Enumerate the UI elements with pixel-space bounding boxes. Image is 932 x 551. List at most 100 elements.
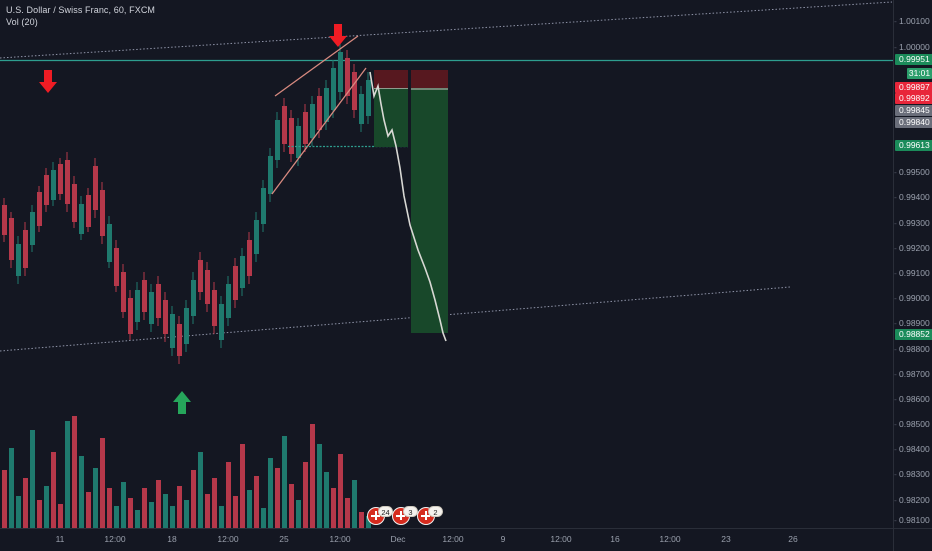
tick-dash: - <box>894 16 897 26</box>
time-tick-label: 12:00 <box>217 534 239 544</box>
tick-dash: - <box>894 318 897 328</box>
price-tick: -0.99100 <box>894 268 932 279</box>
sell-arrow-right[interactable] <box>329 24 347 47</box>
price-tick-label: 0.98800 <box>899 344 930 354</box>
tick-dash: - <box>894 469 897 479</box>
reaction-count: 24 <box>378 506 393 517</box>
price-tick-label: 0.98700 <box>899 369 930 379</box>
stop-loss-box-1[interactable] <box>374 70 408 88</box>
time-tick-label: 12:00 <box>329 534 351 544</box>
price-tick-label: 0.99100 <box>899 268 930 278</box>
time-tick-label: 23 <box>721 534 731 544</box>
price-badge-red[interactable]: 0.99892 <box>895 93 932 104</box>
price-tick-label: 0.98200 <box>899 495 930 505</box>
price-tick: -0.98700 <box>894 369 932 380</box>
price-tick: -0.99500 <box>894 167 932 178</box>
candlestick-series <box>2 44 371 364</box>
volume-histogram <box>2 416 371 528</box>
price-tick: -0.98300 <box>894 469 932 480</box>
price-tick-label: 0.99400 <box>899 192 930 202</box>
stop-loss-box-2[interactable] <box>411 70 448 88</box>
candle <box>2 44 371 364</box>
price-tick: -0.98200 <box>894 495 932 506</box>
wedge-lower-line[interactable] <box>271 67 367 195</box>
time-tick-label: 9 <box>500 534 506 544</box>
price-tick: -0.98800 <box>894 344 932 355</box>
price-badge-gray[interactable]: 0.99840 <box>895 117 932 128</box>
price-tick: -0.98400 <box>894 444 932 455</box>
time-tick-label: 26 <box>788 534 798 544</box>
price-tick-label: 0.99300 <box>899 218 930 228</box>
reaction-badge[interactable]: 2 <box>417 506 445 525</box>
wedge-upper-line[interactable] <box>274 35 359 97</box>
chart-canvas[interactable] <box>0 0 893 528</box>
price-tick: -0.98600 <box>894 394 932 405</box>
price-tick-label: 1.00000 <box>899 42 930 52</box>
reaction-badges[interactable]: 24 3 2 <box>367 506 445 527</box>
time-tick-label: 12:00 <box>659 534 681 544</box>
price-tick: -1.00000 <box>894 42 932 53</box>
trade-setup-1[interactable] <box>374 70 408 147</box>
tick-dash: - <box>894 394 897 404</box>
price-tick-label: 1.00100 <box>899 16 930 26</box>
price-badge-green[interactable]: 0.99613 <box>895 140 932 151</box>
time-tick-label: 12:00 <box>442 534 464 544</box>
time-tick-label: 11 <box>55 534 65 544</box>
trade-setup-2[interactable] <box>411 70 448 333</box>
price-badge-red[interactable]: 0.99897 <box>895 82 932 93</box>
price-tick: -0.99200 <box>894 243 932 254</box>
reaction-badge[interactable]: 3 <box>392 506 420 525</box>
time-tick-label: 12:00 <box>104 534 126 544</box>
time-tick-label: 25 <box>279 534 289 544</box>
countdown-badge[interactable]: 31:01 <box>907 68 932 79</box>
price-tick-label: 0.98900 <box>899 318 930 328</box>
price-badge-green[interactable]: 0.98852 <box>895 329 932 340</box>
tick-dash: - <box>894 42 897 52</box>
price-scale[interactable]: -1.00100-1.00000-0.99500-0.99400-0.99300… <box>893 0 932 528</box>
chart-pane[interactable]: U.S. Dollar / Swiss Franc, 60, FXCM Vol … <box>0 0 893 528</box>
price-tick-label: 0.98100 <box>899 515 930 525</box>
time-tick-label: 16 <box>610 534 620 544</box>
price-badge-gray[interactable]: 0.99845 <box>895 105 932 116</box>
price-tick: -0.99400 <box>894 192 932 203</box>
tick-dash: - <box>894 293 897 303</box>
tick-dash: - <box>894 419 897 429</box>
tick-dash: - <box>894 192 897 202</box>
buy-arrow[interactable] <box>173 391 191 414</box>
price-tick-label: 0.99000 <box>899 293 930 303</box>
tick-dash: - <box>894 218 897 228</box>
tick-dash: - <box>894 243 897 253</box>
price-tick: -0.98900 <box>894 318 932 329</box>
price-tick: -1.00100 <box>894 16 932 27</box>
tick-dash: - <box>894 444 897 454</box>
price-tick: -0.99000 <box>894 293 932 304</box>
price-tick: -0.98100 <box>894 515 932 526</box>
price-badge-green[interactable]: 0.99951 <box>895 54 932 65</box>
reaction-badge[interactable]: 24 <box>367 506 395 525</box>
time-tick-label: 18 <box>167 534 177 544</box>
time-scale-separator <box>893 529 894 551</box>
time-tick-label: Dec <box>390 534 406 544</box>
price-tick-label: 0.98600 <box>899 394 930 404</box>
time-scale[interactable]: 11 12:00 18 12:00 25 12:00 Dec 12:00 9 12:00 16 12:… <box>0 528 932 551</box>
tick-dash: - <box>894 515 897 525</box>
price-tick-label: 0.99500 <box>899 167 930 177</box>
price-tick: -0.98500 <box>894 419 932 430</box>
sell-arrow-left[interactable] <box>39 70 57 93</box>
trendline-lower[interactable] <box>0 286 791 352</box>
time-tick-label: 12:00 <box>550 534 572 544</box>
tick-dash: - <box>894 167 897 177</box>
price-tick-label: 0.98300 <box>899 469 930 479</box>
tick-dash: - <box>894 344 897 354</box>
price-tick-label: 0.98400 <box>899 444 930 454</box>
tick-dash: - <box>894 495 897 505</box>
reaction-count: 2 <box>428 506 443 517</box>
price-tick: -0.99300 <box>894 218 932 229</box>
tick-dash: - <box>894 268 897 278</box>
price-tick-label: 0.98500 <box>899 419 930 429</box>
take-profit-box-2[interactable] <box>411 88 448 333</box>
price-tick-label: 0.99200 <box>899 243 930 253</box>
reaction-count: 3 <box>403 506 418 517</box>
price-projection-line[interactable] <box>369 71 447 342</box>
